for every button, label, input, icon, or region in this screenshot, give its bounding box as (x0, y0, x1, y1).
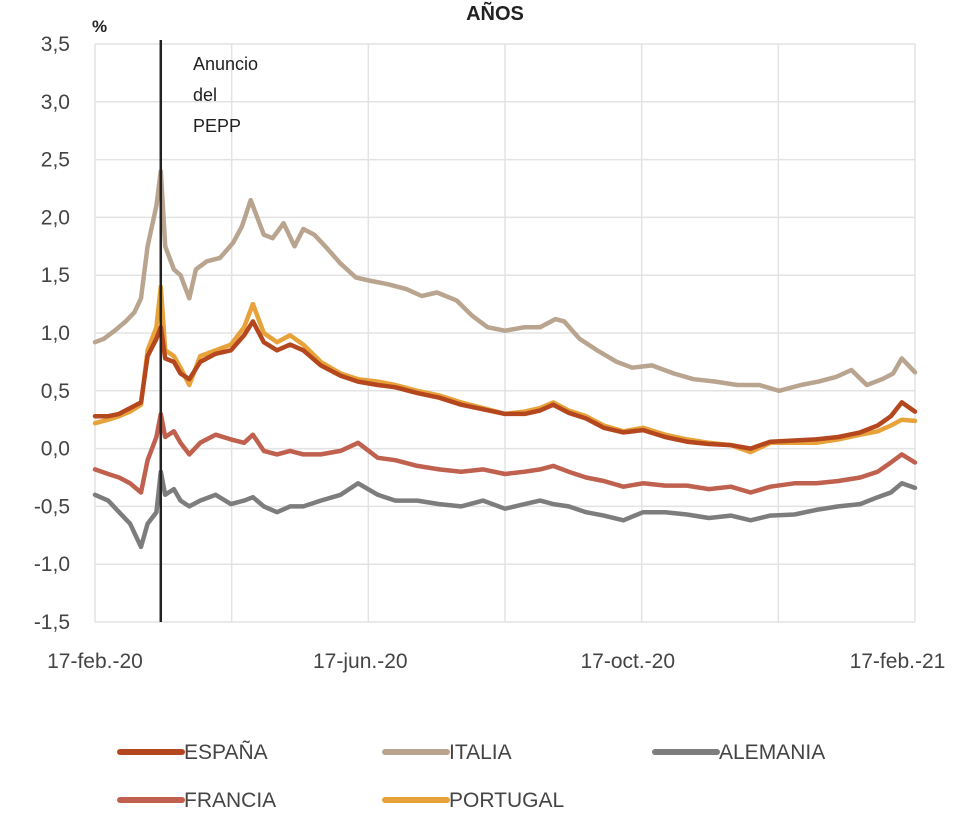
y-axis-ticks: -1,5 -1,0 -0,5 0,0 0,5 1,0 1,5 2,0 2,5 3,0 3,5 (34, 33, 70, 634)
legend-label-italia: ITALIA (449, 741, 512, 764)
x-tick-label: 17-jun.-20 (313, 650, 408, 673)
pepp-annotation: Anuncio del PEPP (193, 54, 258, 136)
x-tick-label: 17-oct.-20 (580, 650, 675, 673)
legend-label-portugal: PORTUGAL (449, 789, 564, 812)
series-line-españa (92, 319, 918, 451)
x-axis-ticks: 17-feb.-20 17-jun.-20 17-oct.-20 17-feb.-21 (47, 650, 945, 673)
x-tick-label: 17-feb.-21 (850, 650, 946, 673)
annotation-line-1: Anuncio (193, 54, 258, 74)
series-line-francia (92, 411, 918, 495)
legend-label-alemania: ALEMANIA (719, 741, 825, 764)
series-line-alemania (92, 469, 918, 550)
legend-label-francia: FRANCIA (184, 789, 276, 812)
y-tick-label: -0,5 (34, 495, 70, 518)
y-tick-label: -1,0 (34, 553, 70, 576)
series-line-italia (92, 168, 918, 394)
y-tick-label: 0,0 (41, 438, 70, 461)
legend-label-españa: ESPAÑA (184, 740, 268, 764)
x-tick-label: 17-feb.-20 (47, 650, 143, 673)
series-group (92, 168, 918, 550)
y-axis-unit-label: % (92, 17, 107, 36)
chart-title: AÑOS (466, 2, 524, 25)
y-tick-label: -1,5 (34, 611, 70, 634)
y-tick-label: 2,0 (41, 206, 70, 229)
y-tick-label: 1,5 (41, 264, 70, 287)
y-tick-label: 2,5 (41, 149, 70, 172)
legend: ESPAÑA ITALIA ALEMANIA FRANCIA PORTUGAL (117, 740, 825, 812)
y-tick-label: 3,0 (41, 91, 70, 114)
y-tick-label: 0,5 (41, 380, 70, 403)
y-tick-label: 3,5 (41, 33, 70, 56)
annotation-line-2: del (193, 85, 217, 105)
y-tick-label: 1,0 (41, 322, 70, 345)
annotation-line-3: PEPP (193, 116, 241, 136)
